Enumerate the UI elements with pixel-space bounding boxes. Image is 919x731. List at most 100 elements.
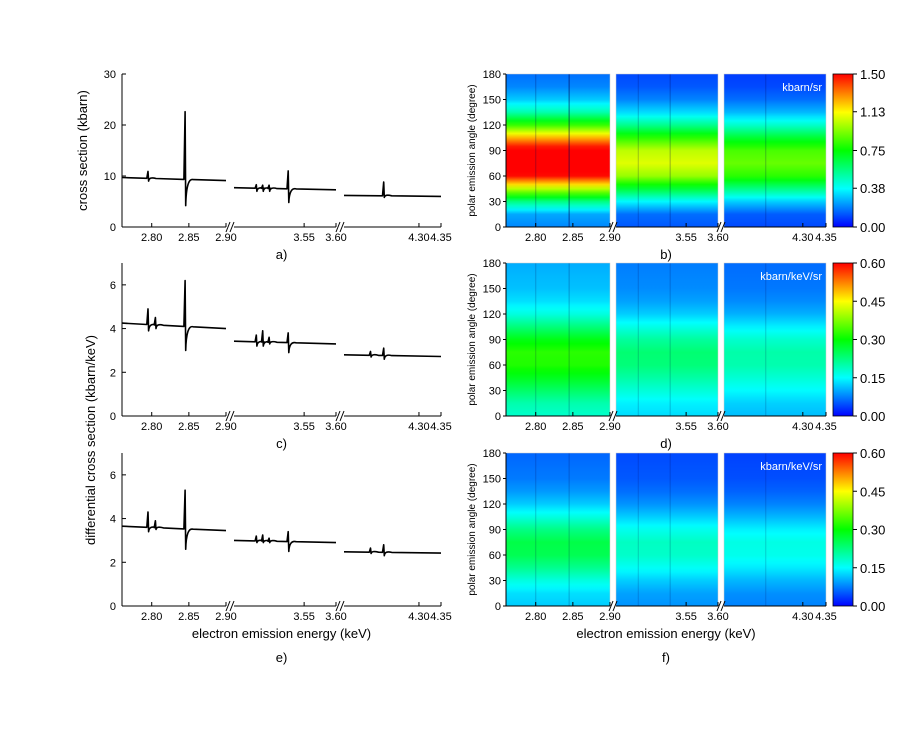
y-tick-label: 30 bbox=[489, 386, 501, 398]
x-tick-label: 4.35 bbox=[815, 611, 836, 623]
colorbar-tick-label: 1.13 bbox=[860, 105, 885, 120]
x-tick-label: 2.90 bbox=[599, 232, 620, 244]
y-tick-label: 90 bbox=[489, 335, 501, 347]
series-line-segment-3 bbox=[343, 181, 442, 199]
heatmap-segment-1 bbox=[506, 453, 610, 606]
series-line-segment-2 bbox=[233, 170, 337, 204]
y-tick-label: 0 bbox=[495, 222, 501, 234]
x-tick-label: 2.80 bbox=[141, 421, 162, 433]
y-tick-label: 4 bbox=[110, 514, 116, 526]
heatmap-segment-2 bbox=[616, 74, 718, 227]
heatmap-segment-1 bbox=[506, 74, 610, 227]
x-tick-label: 2.90 bbox=[215, 421, 236, 433]
y-tick-label: 150 bbox=[483, 284, 501, 296]
x-tick-label: 2.85 bbox=[562, 611, 583, 623]
heatmap-segment-3 bbox=[724, 263, 826, 416]
panel-e-line-plot: 0 2 4 6 2.80 2.85 2.90 3.55 3.60 4.30 4.35 electron… bbox=[110, 453, 452, 665]
colorbar-tick-label: 0.00 bbox=[860, 599, 885, 614]
y-tick-label: 150 bbox=[483, 474, 501, 486]
y-tick-label: 10 bbox=[104, 171, 116, 183]
colorbar-tick-label: 0.15 bbox=[860, 561, 885, 576]
x-tick-label: 2.90 bbox=[599, 421, 620, 433]
heatmap-segment-3 bbox=[724, 74, 826, 227]
x-tick-label: 2.80 bbox=[525, 611, 546, 623]
y-tick-label: 20 bbox=[104, 120, 116, 132]
panel-d-heatmap: 0 30 60 90 120 150 180 2.80 2.85 2.90 3.55 3.60 4.30… bbox=[467, 256, 885, 451]
x-tick-label: 3.55 bbox=[675, 232, 696, 244]
x-tick-label: 2.90 bbox=[599, 611, 620, 623]
series-line-segment-2 bbox=[233, 330, 337, 354]
x-tick-label: 3.60 bbox=[325, 232, 346, 244]
x-tick-label: 2.80 bbox=[141, 611, 162, 623]
heatmap-segment-2 bbox=[616, 263, 718, 416]
colorbar bbox=[832, 73, 854, 228]
x-tick-label: 2.90 bbox=[215, 611, 236, 623]
x-tick-label: 3.55 bbox=[293, 232, 314, 244]
colorbar-tick-label: 0.38 bbox=[860, 181, 885, 196]
y-axis-label: polar emission angle (degree) bbox=[467, 273, 478, 405]
heatmap-segment-3 bbox=[724, 453, 826, 606]
colorbar-tick-label: 0.30 bbox=[860, 333, 885, 348]
y-tick-label: 2 bbox=[110, 557, 116, 569]
heatmap-segment-2 bbox=[616, 453, 718, 606]
y-tick-label: 120 bbox=[483, 120, 501, 132]
x-tick-label: 3.55 bbox=[293, 421, 314, 433]
x-tick-label: 2.80 bbox=[141, 232, 162, 244]
panel-label: d) bbox=[660, 436, 672, 451]
panel-label: c) bbox=[276, 436, 287, 451]
y-tick-label: 90 bbox=[489, 146, 501, 158]
y-tick-label: 60 bbox=[489, 360, 501, 372]
y-tick-label: 90 bbox=[489, 525, 501, 537]
y-axis-label: cross section (kbarn) bbox=[75, 90, 90, 211]
x-tick-label: 4.30 bbox=[408, 232, 429, 244]
y-tick-label: 30 bbox=[104, 69, 116, 81]
y-tick-label: 0 bbox=[495, 601, 501, 613]
y-tick-label: 180 bbox=[483, 69, 501, 81]
x-axis-label: electron emission energy (keV) bbox=[192, 626, 371, 641]
x-tick-label: 4.35 bbox=[430, 232, 451, 244]
y-tick-label: 0 bbox=[110, 411, 116, 423]
y-axis-label: polar emission angle (degree) bbox=[467, 463, 478, 595]
x-tick-label: 4.35 bbox=[430, 421, 451, 433]
panel-label: f) bbox=[662, 650, 670, 665]
y-axis-label: polar emission angle (degree) bbox=[467, 84, 478, 216]
x-tick-label: 2.85 bbox=[562, 421, 583, 433]
panel-label: e) bbox=[276, 650, 288, 665]
x-tick-label: 2.80 bbox=[525, 421, 546, 433]
x-tick-label: 4.35 bbox=[815, 232, 836, 244]
x-tick-label: 2.85 bbox=[178, 232, 199, 244]
y-tick-label: 30 bbox=[489, 576, 501, 588]
panel-f-heatmap: 0 30 60 90 120 150 180 2.80 2.85 2.90 3.55 3.60 4.30… bbox=[467, 446, 885, 665]
x-tick-label: 2.85 bbox=[178, 421, 199, 433]
x-tick-label: 3.60 bbox=[325, 611, 346, 623]
x-tick-label: 3.55 bbox=[675, 421, 696, 433]
colorbar bbox=[832, 262, 854, 417]
y-tick-label: 180 bbox=[483, 448, 501, 460]
y-tick-label: 0 bbox=[110, 601, 116, 613]
y-tick-label: 150 bbox=[483, 95, 501, 107]
colorbar-tick-label: 0.45 bbox=[860, 294, 885, 309]
x-tick-label: 3.60 bbox=[325, 421, 346, 433]
y-tick-label: 180 bbox=[483, 258, 501, 270]
y-tick-label: 6 bbox=[110, 470, 116, 482]
x-tick-label: 2.85 bbox=[178, 611, 199, 623]
x-tick-label: 4.30 bbox=[792, 232, 813, 244]
panel-c-line-plot: 0 2 4 6 2.80 2.85 2.90 3.55 3.60 4.30 4.35 c) bbox=[110, 263, 452, 451]
colorbar-tick-label: 0.15 bbox=[860, 371, 885, 386]
x-tick-label: 3.60 bbox=[707, 421, 728, 433]
y-tick-label: 6 bbox=[110, 280, 116, 292]
colorbar bbox=[832, 452, 854, 607]
y-tick-label: 60 bbox=[489, 550, 501, 562]
panel-b-heatmap: 0 30 60 90 120 150 180 2.80 2.85 2.90 3.55 3.60 4.30… bbox=[467, 67, 885, 262]
panel-label: b) bbox=[660, 247, 672, 262]
colorbar-tick-label: 0.30 bbox=[860, 523, 885, 538]
y-tick-label: 0 bbox=[110, 222, 116, 234]
x-axis-label: electron emission energy (keV) bbox=[576, 626, 755, 641]
series-line-segment-2 bbox=[233, 530, 337, 553]
series-line-segment-1 bbox=[121, 489, 227, 550]
shared-y-axis-label: differential cross section (kbarn/keV) bbox=[83, 335, 98, 545]
x-tick-label: 4.30 bbox=[408, 421, 429, 433]
x-tick-label: 4.30 bbox=[792, 421, 813, 433]
y-tick-label: 4 bbox=[110, 324, 116, 336]
